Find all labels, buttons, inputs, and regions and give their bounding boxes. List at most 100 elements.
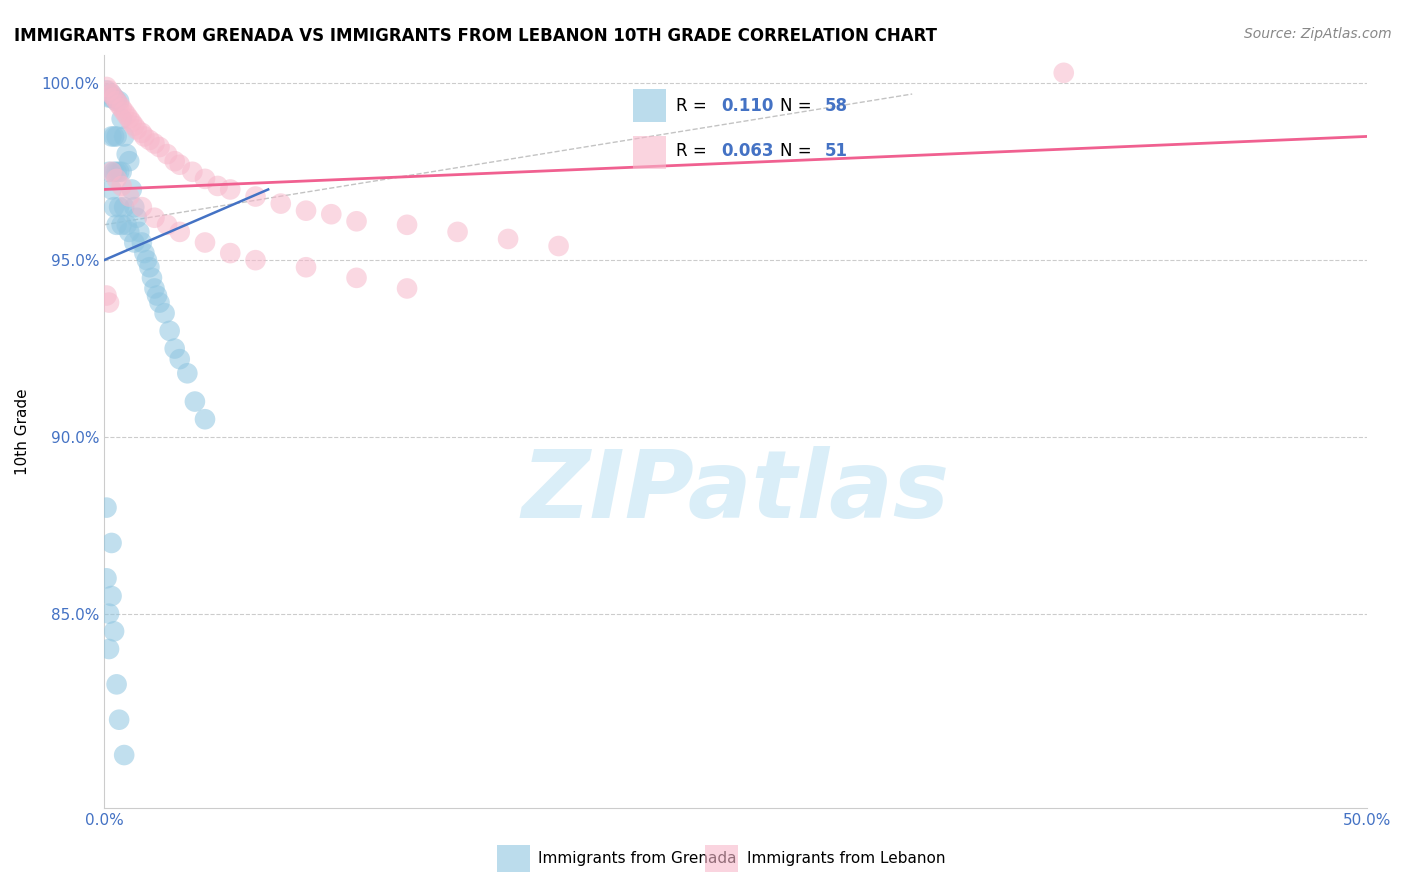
Point <box>176 366 198 380</box>
Point <box>115 218 138 232</box>
Point <box>98 87 121 101</box>
Point <box>141 270 163 285</box>
Point <box>125 211 148 225</box>
Point <box>245 253 267 268</box>
Point <box>111 165 134 179</box>
Point <box>207 178 229 193</box>
Point <box>396 281 419 295</box>
Point <box>181 165 204 179</box>
Point <box>100 90 122 104</box>
Point <box>396 218 419 232</box>
Text: IMMIGRANTS FROM GRENADA VS IMMIGRANTS FROM LEBANON 10TH GRADE CORRELATION CHART: IMMIGRANTS FROM GRENADA VS IMMIGRANTS FR… <box>14 27 936 45</box>
Point <box>98 642 121 657</box>
Point <box>270 196 292 211</box>
Point <box>100 589 122 603</box>
Point <box>169 158 191 172</box>
Point <box>100 536 122 550</box>
Text: Immigrants from Grenada: Immigrants from Grenada <box>538 851 737 865</box>
Point <box>98 295 121 310</box>
Point <box>100 182 122 196</box>
Point <box>131 126 153 140</box>
Point <box>143 211 166 225</box>
Point <box>346 270 368 285</box>
Point <box>163 342 186 356</box>
Point <box>105 677 128 691</box>
Point <box>128 225 150 239</box>
Point <box>346 214 368 228</box>
Point <box>148 140 170 154</box>
Point <box>108 165 131 179</box>
Point <box>156 147 179 161</box>
Point <box>105 129 128 144</box>
Point <box>169 352 191 367</box>
Text: ZIPatlas: ZIPatlas <box>522 446 949 538</box>
Point <box>124 119 146 133</box>
Point <box>111 101 134 115</box>
Point <box>105 94 128 108</box>
Point <box>105 218 128 232</box>
Point <box>105 165 128 179</box>
Point <box>103 129 125 144</box>
Point <box>135 253 157 268</box>
Point <box>100 165 122 179</box>
Point <box>111 178 134 193</box>
Point <box>112 129 135 144</box>
Point <box>547 239 569 253</box>
Point <box>153 306 176 320</box>
Point <box>103 624 125 639</box>
Point <box>96 500 118 515</box>
Point <box>146 288 169 302</box>
Point <box>131 200 153 214</box>
Point <box>98 607 121 621</box>
Point <box>121 115 143 129</box>
Point <box>98 90 121 104</box>
Point <box>245 189 267 203</box>
Point <box>156 218 179 232</box>
Text: Immigrants from Lebanon: Immigrants from Lebanon <box>747 851 945 865</box>
Point <box>112 747 135 762</box>
Point <box>103 90 125 104</box>
Point <box>103 90 125 104</box>
Point <box>100 87 122 101</box>
Point <box>115 108 138 122</box>
Point <box>219 182 242 196</box>
Point <box>321 207 343 221</box>
Point <box>103 200 125 214</box>
Point <box>194 235 217 250</box>
Point <box>100 87 122 101</box>
Point <box>111 218 134 232</box>
Point <box>169 225 191 239</box>
Point <box>138 260 160 275</box>
Point <box>219 246 242 260</box>
Point <box>118 154 141 169</box>
Point <box>103 165 125 179</box>
Point <box>112 200 135 214</box>
Point <box>105 172 128 186</box>
Text: Source: ZipAtlas.com: Source: ZipAtlas.com <box>1244 27 1392 41</box>
Point <box>143 136 166 151</box>
Point <box>108 94 131 108</box>
Point <box>124 235 146 250</box>
Point <box>112 104 135 119</box>
Point <box>115 147 138 161</box>
Point <box>111 112 134 126</box>
Point <box>163 154 186 169</box>
Y-axis label: 10th Grade: 10th Grade <box>15 388 30 475</box>
Point <box>96 79 118 94</box>
Point <box>108 200 131 214</box>
Point <box>131 235 153 250</box>
Point <box>121 182 143 196</box>
Point <box>194 412 217 426</box>
Point <box>118 112 141 126</box>
Point <box>184 394 207 409</box>
Point <box>118 225 141 239</box>
Point <box>96 83 118 97</box>
Point <box>295 203 318 218</box>
Point <box>1053 66 1076 80</box>
Point <box>138 133 160 147</box>
Point <box>108 97 131 112</box>
Point <box>124 200 146 214</box>
Point <box>446 225 468 239</box>
Point <box>118 189 141 203</box>
Point <box>496 232 519 246</box>
